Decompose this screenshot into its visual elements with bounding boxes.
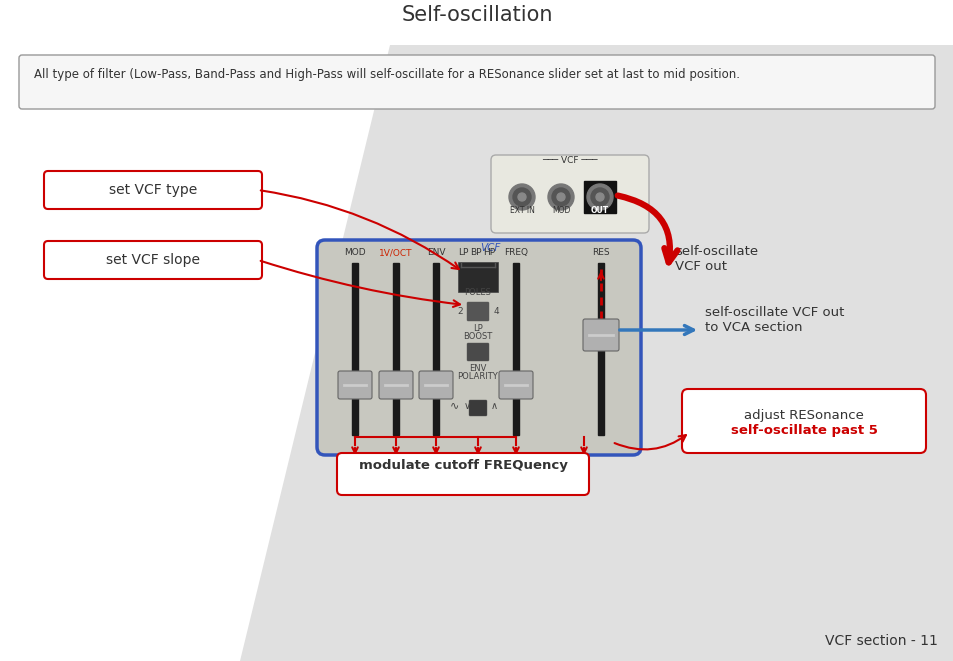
Text: self-oscillate past 5: self-oscillate past 5 (730, 424, 877, 437)
Circle shape (509, 184, 535, 210)
FancyBboxPatch shape (44, 241, 262, 279)
Text: VCF section - 11: VCF section - 11 (824, 634, 937, 648)
FancyBboxPatch shape (469, 400, 486, 416)
Text: adjust RESonance: adjust RESonance (743, 409, 863, 422)
Bar (583, 181, 616, 213)
FancyBboxPatch shape (19, 55, 934, 109)
Bar (598, 263, 603, 435)
FancyBboxPatch shape (467, 302, 489, 321)
Text: self-oscillate: self-oscillate (675, 245, 758, 258)
Circle shape (586, 184, 613, 210)
FancyBboxPatch shape (498, 371, 533, 399)
Text: RES: RES (592, 248, 609, 257)
Bar (352, 263, 357, 435)
Text: modulate cutoff FREQuency: modulate cutoff FREQuency (358, 459, 567, 472)
FancyBboxPatch shape (681, 389, 925, 453)
Text: MOD: MOD (344, 248, 365, 257)
Text: ENV: ENV (469, 364, 486, 373)
Circle shape (596, 193, 603, 201)
FancyBboxPatch shape (491, 155, 648, 233)
Text: MOD: MOD (551, 206, 570, 215)
Circle shape (557, 193, 564, 201)
Text: set VCF slope: set VCF slope (106, 253, 200, 267)
Circle shape (513, 188, 531, 206)
Text: 1V/OCT: 1V/OCT (379, 248, 413, 257)
Text: ∨: ∨ (463, 401, 470, 411)
Bar (393, 263, 398, 435)
Text: set VCF type: set VCF type (109, 183, 197, 197)
Text: EXT IN: EXT IN (509, 206, 534, 215)
Text: VCF: VCF (479, 243, 499, 253)
FancyBboxPatch shape (337, 371, 372, 399)
Bar (513, 263, 518, 435)
Text: BOOST: BOOST (463, 332, 492, 341)
Text: ∿: ∿ (450, 400, 459, 410)
Text: Self-oscillation: Self-oscillation (401, 5, 552, 25)
Text: 4: 4 (494, 307, 499, 317)
Text: BP: BP (470, 248, 481, 257)
Text: ∧: ∧ (490, 401, 497, 411)
Circle shape (552, 188, 569, 206)
FancyBboxPatch shape (378, 371, 413, 399)
Bar (433, 263, 438, 435)
Text: POLES: POLES (464, 288, 491, 297)
Polygon shape (240, 45, 953, 661)
Text: FREQ: FREQ (503, 248, 527, 257)
FancyBboxPatch shape (336, 453, 588, 495)
FancyBboxPatch shape (418, 371, 453, 399)
FancyBboxPatch shape (44, 171, 262, 209)
Text: POLARITY: POLARITY (457, 372, 497, 381)
FancyBboxPatch shape (467, 343, 489, 361)
Text: All type of filter (Low-Pass, Band-Pass and High-Pass will self-oscillate for a : All type of filter (Low-Pass, Band-Pass … (34, 68, 740, 81)
Text: HP: HP (482, 248, 495, 257)
Text: VCF out: VCF out (675, 260, 726, 273)
FancyBboxPatch shape (316, 240, 640, 455)
Text: self-oscillate VCF out: self-oscillate VCF out (704, 306, 843, 319)
Text: OUT: OUT (590, 206, 608, 215)
Circle shape (547, 184, 574, 210)
Text: ─── VCF ───: ─── VCF ─── (541, 156, 598, 165)
Text: LP: LP (473, 324, 482, 333)
Circle shape (590, 188, 608, 206)
FancyBboxPatch shape (457, 262, 497, 292)
FancyBboxPatch shape (582, 319, 618, 351)
Text: 2: 2 (456, 307, 462, 317)
Circle shape (517, 193, 525, 201)
Text: LP: LP (457, 248, 468, 257)
Text: ENV: ENV (426, 248, 445, 257)
Text: to VCA section: to VCA section (704, 321, 801, 334)
